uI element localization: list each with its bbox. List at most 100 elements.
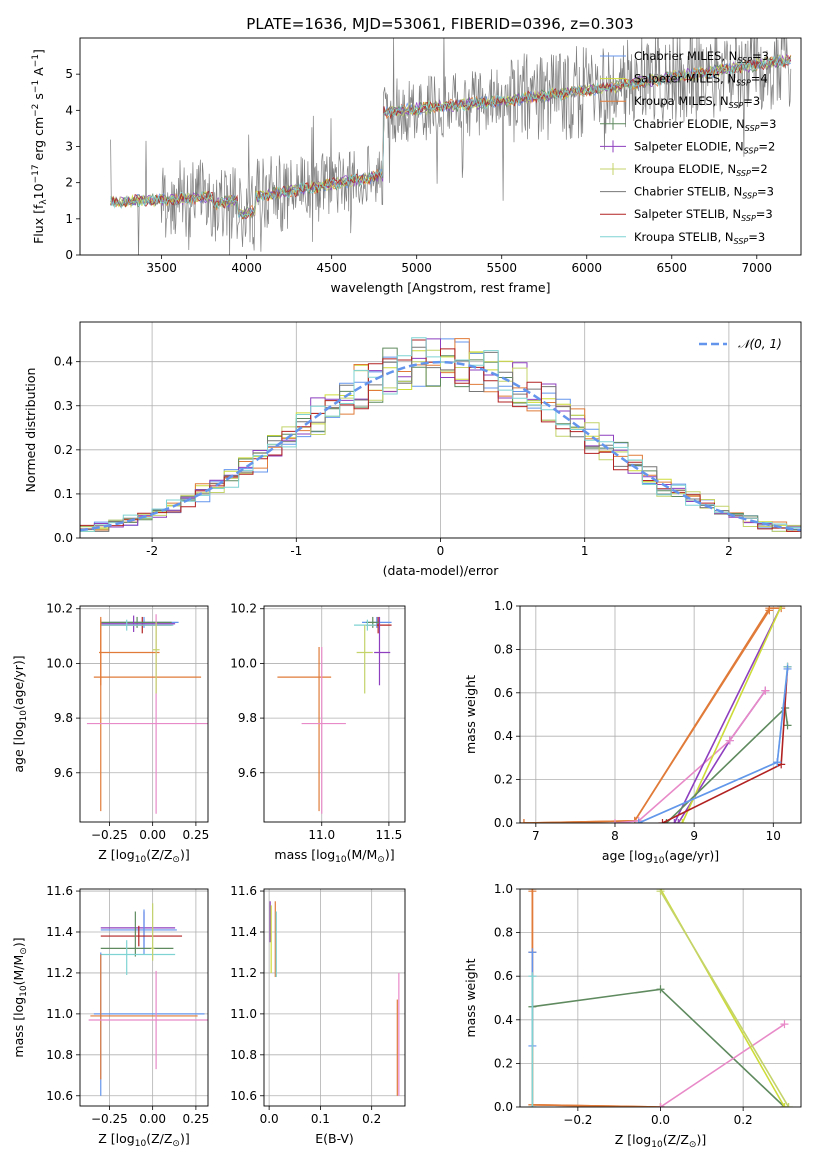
- weight-marker: [725, 736, 734, 745]
- weight-marker: [528, 889, 537, 896]
- panel-age_vs_z: −0.25 0.00 0.25 9.6 9.8 10.0 10.2 Z [log10(Z/Z⊙…: [11, 602, 210, 865]
- y-tick-label: 9.8: [238, 711, 257, 725]
- y-tick-label: 10.2: [230, 602, 257, 616]
- errorbar-point-6: [90, 954, 198, 1080]
- y-tick-label: 1: [65, 212, 73, 226]
- y-tick-label: 0.2: [54, 443, 73, 457]
- weight-series-3: [614, 690, 767, 823]
- x-tick-label: 7000: [742, 261, 773, 275]
- x-tick-label: 0.0: [260, 1112, 279, 1126]
- x-tick-label: 3500: [146, 261, 177, 275]
- x-tick-label: 0.1: [311, 1112, 330, 1126]
- y-tick-label: 10.0: [230, 656, 257, 670]
- weight-marker: [670, 819, 679, 823]
- plot-area: [110, 38, 792, 255]
- weight-marker: [765, 606, 774, 615]
- histogram-series-6: [80, 346, 801, 532]
- errorbar-point-4: [353, 619, 377, 631]
- plot-area: [264, 889, 405, 1106]
- weight-marker: [780, 1020, 789, 1029]
- y-tick-label: 0.2: [494, 773, 513, 787]
- x-tick-label: 0.25: [183, 828, 210, 842]
- x-tick-label: 7: [532, 829, 540, 843]
- axes-frame: [263, 605, 406, 823]
- x-tick-label: 11.5: [376, 828, 403, 842]
- y-tick-label: 0.2: [494, 1056, 513, 1070]
- figure-title: PLATE=1636, MJD=53061, FIBERID=0396, z=0…: [246, 15, 633, 33]
- y-axis-label: mass weight: [463, 958, 478, 1037]
- legend-label: Salpeter STELIB, NSSP=3: [634, 207, 773, 223]
- x-tick-label: 1: [581, 544, 589, 558]
- panel-spectrum: 3500 4000 4500 5000 5500 6000 6500 7000 0 1 2 3 4 5 wa…: [31, 37, 802, 295]
- x-axis-label: mass [log10(M/M⊙)]: [274, 847, 394, 865]
- x-axis-label: Z [log10(Z/Z⊙)]: [98, 847, 189, 865]
- x-tick-label: 4000: [231, 261, 262, 275]
- x-tick-label: 6500: [656, 261, 687, 275]
- normal-curve: [80, 360, 801, 532]
- y-tick-label: 11.6: [230, 884, 257, 898]
- y-tick-label: 11.6: [46, 884, 73, 898]
- weight-marker: [520, 819, 528, 823]
- y-tick-label: 0.1: [54, 487, 73, 501]
- plot-area: [80, 322, 801, 538]
- model-spectrum-8: [110, 55, 792, 218]
- x-tick-label: 0.2: [734, 1113, 753, 1127]
- legend-label: Kroupa MILES, NSSP=3: [634, 94, 760, 110]
- weight-series-5: [681, 606, 782, 823]
- errorbar-point-8: [150, 903, 155, 961]
- x-tick-label: 0.0: [651, 1113, 670, 1127]
- x-axis-label: (data-model)/error: [383, 563, 500, 578]
- x-axis-label: age [log10(age/yr)]: [602, 848, 719, 866]
- x-tick-label: 5000: [401, 261, 432, 275]
- legend-label: Kroupa ELODIE, NSSP=2: [634, 162, 768, 178]
- x-tick-label: 0.00: [139, 1112, 166, 1126]
- weight-series-5: [659, 890, 790, 1107]
- errorbar-point-6: [93, 619, 202, 812]
- weight-marker: [634, 819, 643, 823]
- y-tick-label: 11.4: [46, 925, 73, 939]
- x-tick-label: 0.2: [362, 1112, 381, 1126]
- axes-frame: [519, 605, 802, 824]
- weight-marker: [528, 1103, 537, 1107]
- y-axis-label: mass [log10(M/M⊙)]: [11, 937, 29, 1057]
- y-tick-label: 3: [65, 140, 73, 154]
- y-tick-label: 0.0: [494, 1100, 513, 1114]
- x-tick-label: 9: [690, 829, 698, 843]
- x-axis-label: E(B-V): [315, 1131, 354, 1146]
- x-axis-label: wavelength [Angstrom, rest frame]: [330, 280, 550, 295]
- legend-label: Salpeter MILES, NSSP=4: [634, 72, 768, 88]
- y-tick-label: 9.8: [54, 711, 73, 725]
- x-tick-label: 0.00: [139, 828, 166, 842]
- x-tick-label: 6000: [571, 261, 602, 275]
- y-axis-label: age [log10(age/yr)]: [11, 655, 29, 772]
- weight-marker: [656, 1103, 665, 1107]
- y-tick-label: 9.6: [238, 766, 257, 780]
- y-tick-label: 1.0: [494, 882, 513, 896]
- x-tick-label: 8: [611, 829, 619, 843]
- y-tick-label: 2: [65, 176, 73, 190]
- plot-area: [80, 606, 208, 822]
- errorbar-point-2: [366, 616, 380, 628]
- plot-area: [520, 889, 801, 1107]
- legend-label: Chabrier ELODIE, NSSP=3: [634, 117, 776, 133]
- y-tick-label: 10.0: [46, 656, 73, 670]
- panel-residuals: -2 -1 0 1 2 0.0 0.1 0.2 0.3 0.4 (data-model)/error…: [23, 321, 802, 578]
- weight-marker: [773, 758, 782, 767]
- y-tick-label: 11.2: [230, 966, 257, 980]
- weight-marker: [674, 819, 683, 823]
- axes-frame: [263, 888, 406, 1107]
- errorbar-point-4: [100, 940, 176, 975]
- x-tick-label: 10: [766, 829, 781, 843]
- y-axis-label: Normed distribution: [23, 368, 38, 493]
- y-tick-label: 0.0: [54, 531, 73, 545]
- y-tick-label: 11.0: [230, 1007, 257, 1021]
- legend-label: Chabrier STELIB, NSSP=3: [634, 185, 774, 201]
- weight-marker: [783, 664, 792, 673]
- spectrum-legend: Chabrier MILES, NSSP=3 Salpeter MILES, NS…: [600, 49, 776, 246]
- y-tick-label: 11.2: [46, 966, 73, 980]
- histogram-series-8: [80, 337, 801, 532]
- axes-frame: [79, 605, 209, 823]
- legend-label: Chabrier MILES, NSSP=3: [634, 49, 769, 65]
- weight-marker: [528, 948, 537, 957]
- y-tick-label: 0.4: [494, 1013, 513, 1027]
